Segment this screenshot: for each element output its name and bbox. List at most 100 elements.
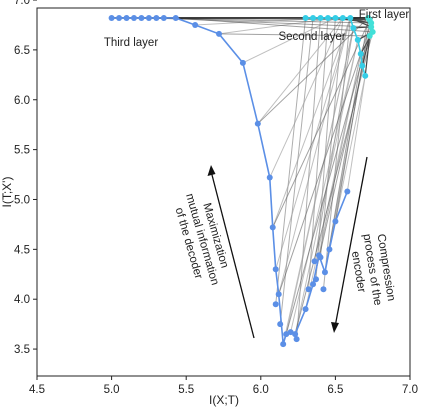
second-layer-point: [317, 14, 324, 21]
third-layer-point: [123, 14, 130, 21]
third-layer-point: [280, 341, 287, 348]
third-layer-point: [272, 301, 279, 308]
second-layer-label: Second layer: [278, 31, 345, 43]
third-layer-point: [130, 14, 137, 21]
third-layer-point: [292, 331, 299, 338]
third-layer-point: [320, 286, 327, 293]
connector-line: [218, 17, 336, 35]
connector-line: [322, 17, 351, 290]
encoder-annotation: Compression process of the encoder: [349, 233, 397, 306]
plot-frame: [36, 7, 411, 377]
first-layer-label: First layer: [359, 9, 410, 21]
second-layer-point: [339, 14, 346, 21]
third-layer-point: [302, 306, 309, 313]
connector-line: [312, 35, 371, 285]
connector-line: [275, 17, 307, 305]
third-layer-label: Third layer: [104, 37, 158, 49]
third-layer-point: [145, 14, 152, 21]
third-layer-point: [283, 331, 290, 338]
third-layer-point: [305, 286, 312, 293]
connector-line: [296, 17, 321, 340]
decoder-arrow: [207, 165, 255, 339]
y-tick-label: 4.5: [14, 244, 30, 256]
third-layer-point: [310, 281, 317, 288]
connector-line: [285, 26, 372, 335]
y-tick-label: 5.0: [14, 194, 30, 206]
third-layer-point: [160, 14, 167, 21]
third-layer-point: [138, 14, 145, 21]
y-tick-label: 6.0: [14, 95, 30, 107]
third-layer-point: [326, 246, 333, 253]
third-layer-point: [272, 266, 279, 273]
connector-line: [219, 33, 370, 37]
third-layer-point: [321, 269, 328, 276]
connector-line: [364, 35, 371, 76]
second-layer-point: [350, 24, 357, 31]
third-layer-point: [254, 120, 261, 127]
third-layer-point: [116, 14, 123, 21]
axes: [36, 7, 411, 377]
third-layer-point: [277, 321, 284, 328]
y-tick-labels: 3.5 4.0 4.5 5.0 5.5 6.0 6.5 7.0: [14, 0, 37, 356]
x-tick-label: 4.5: [29, 384, 45, 396]
third-layer-point: [216, 30, 223, 37]
third-layer-point: [332, 218, 339, 225]
connector-line: [334, 19, 371, 222]
third-layer-point: [311, 258, 318, 265]
first-layer-point: [366, 32, 373, 39]
connector-line: [279, 17, 314, 325]
x-tick-label: 6.0: [253, 384, 269, 396]
connector-line: [278, 22, 372, 295]
connector-line: [314, 27, 354, 262]
encoder-arrow: [331, 156, 368, 333]
connector-line: [269, 17, 344, 178]
y-tick-label: 5.5: [14, 145, 30, 157]
y-tick-label: 3.5: [14, 344, 30, 356]
third-layer-point: [266, 174, 273, 181]
second-layer-point: [332, 14, 339, 21]
second-layer-point: [310, 14, 317, 21]
connector-line: [308, 17, 329, 290]
connector-line: [272, 17, 351, 228]
second-layer-point: [324, 14, 331, 21]
second-layer-point: [362, 72, 369, 79]
first-layer-point: [368, 23, 375, 30]
third-layer-point: [313, 276, 320, 283]
layer-connector-lines: [111, 17, 374, 345]
third-layer-point: [192, 21, 199, 28]
x-tick-labels: 4.5 5.0 5.5 6.0 6.5 7.0: [29, 376, 418, 396]
connector-line: [334, 75, 366, 222]
y-tick-label: 4.0: [14, 294, 30, 306]
connector-line: [290, 39, 359, 333]
second-layer-point: [359, 62, 366, 69]
second-layer-point: [357, 50, 364, 57]
connector-line: [257, 17, 369, 125]
second-layer-point: [347, 14, 354, 21]
third-layer-point: [153, 14, 160, 21]
connector-line: [275, 17, 351, 270]
third-layer-point: [293, 336, 300, 343]
x-tick-label: 5.0: [104, 384, 120, 396]
third-layer-point: [108, 14, 115, 21]
third-layer-point: [317, 254, 324, 261]
connector-line: [272, 19, 371, 228]
second-layer-point: [302, 14, 309, 21]
y-axis-label: I(T;X'): [0, 177, 14, 208]
y-tick-label: 6.5: [14, 45, 30, 57]
third-layer-point: [172, 14, 179, 21]
third-layer-point: [239, 59, 246, 66]
x-tick-label: 6.5: [327, 384, 343, 396]
third-layer-point: [287, 329, 294, 336]
second-layer-point: [354, 36, 361, 43]
third-layer-point: [275, 291, 282, 298]
third-layer-point: [344, 188, 351, 195]
connector-line: [318, 53, 362, 256]
connector-line: [294, 31, 374, 335]
connector-line: [175, 17, 373, 33]
x-axis-label: I(X;T): [209, 393, 239, 407]
y-tick-label: 7.0: [14, 0, 30, 7]
third-layer-series-line: [111, 17, 349, 345]
connector-line: [346, 75, 366, 192]
decoder-annotation: Maximization mutual information of the d…: [173, 192, 231, 286]
